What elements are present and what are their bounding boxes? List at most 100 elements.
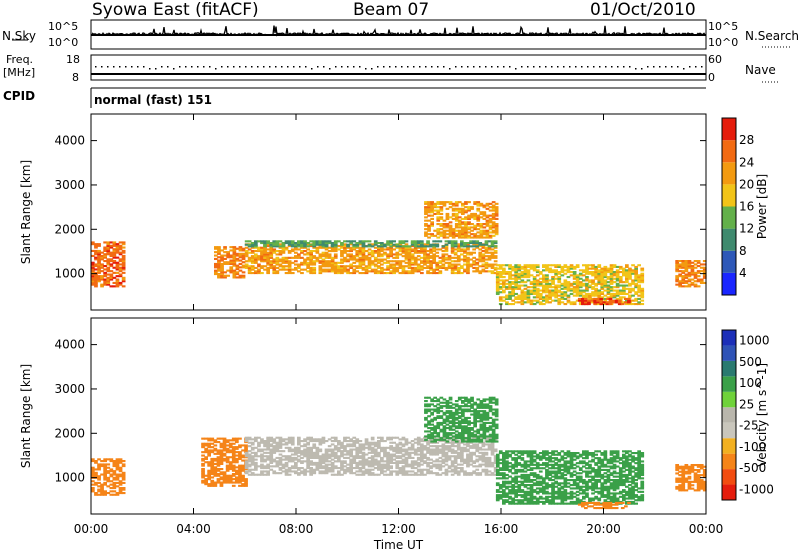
data-cell: [281, 266, 286, 269]
data-cell: [696, 275, 701, 278]
data-cell: [315, 250, 320, 253]
data-cell: [309, 455, 313, 458]
data-cell: [401, 246, 406, 249]
data-cell: [472, 470, 476, 473]
data-cell: [478, 255, 483, 258]
data-cell: [634, 276, 638, 279]
colorbar-segment: [722, 162, 736, 185]
data-cell: [235, 268, 240, 271]
data-cell: [491, 396, 496, 399]
data-cell: [554, 274, 558, 277]
data-cell: [207, 446, 211, 449]
data-cell: [281, 261, 286, 264]
data-cell: [358, 451, 363, 454]
data-cell: [358, 460, 363, 463]
data-cell: [94, 461, 98, 464]
data-cell: [634, 282, 638, 285]
data-cell: [569, 274, 574, 277]
data-cell: [609, 277, 614, 280]
data-cell: [481, 456, 486, 459]
data-cell: [337, 456, 341, 459]
data-cell: [340, 266, 344, 269]
data-cell: [210, 481, 215, 484]
data-cell: [290, 438, 295, 441]
data-cell: [275, 441, 280, 444]
data-cell: [247, 450, 252, 453]
data-cell: [532, 287, 537, 290]
data-cell: [588, 281, 592, 284]
data-cell: [389, 465, 393, 468]
data-cell: [287, 468, 292, 471]
data-cell: [625, 292, 629, 295]
data-cell: [453, 256, 458, 259]
freq-point: [431, 66, 433, 68]
data-cell: [352, 255, 357, 258]
data-cell: [625, 272, 629, 275]
data-cell: [451, 228, 456, 231]
data-cell: [467, 400, 471, 403]
data-cell: [454, 233, 459, 236]
data-cell: [554, 265, 558, 268]
data-cell: [482, 411, 487, 414]
data-cell: [520, 279, 525, 282]
data-cell: [401, 250, 406, 253]
data-cell: [327, 448, 332, 451]
y-tick-label: 1000: [54, 267, 85, 281]
data-cell: [358, 450, 363, 453]
freq-point: [281, 66, 283, 68]
data-cell: [529, 299, 534, 302]
data-cell: [352, 441, 357, 444]
data-cell: [436, 410, 441, 413]
data-cell: [118, 263, 123, 266]
data-cell: [478, 473, 483, 476]
data-cell: [427, 236, 431, 239]
data-cell: [476, 204, 481, 207]
data-cell: [340, 467, 344, 470]
data-cell: [460, 467, 464, 470]
data-cell: [482, 430, 487, 433]
data-cell: [420, 248, 424, 251]
data-cell: [450, 240, 455, 243]
data-cell: [693, 280, 698, 283]
data-cell: [493, 470, 498, 473]
data-cell: [241, 454, 245, 457]
data-cell: [557, 289, 562, 292]
data-cell: [448, 433, 453, 436]
y-tick-label: 2000: [54, 222, 85, 236]
data-cell: [100, 276, 104, 279]
data-cell: [275, 448, 280, 451]
data-cell: [436, 209, 441, 212]
data-cell: [456, 456, 461, 459]
data-cell: [315, 248, 320, 251]
data-cell: [275, 270, 280, 273]
data-cell: [219, 452, 224, 455]
data-cell: [470, 405, 474, 408]
data-cell: [263, 243, 267, 246]
data-cell: [488, 410, 493, 413]
data-cell: [346, 246, 350, 249]
data-cell: [260, 440, 264, 443]
data-cell: [272, 265, 277, 268]
data-cell: [404, 451, 409, 454]
data-cell: [461, 228, 465, 231]
data-cell: [597, 281, 602, 284]
data-cell: [430, 207, 434, 210]
data-cell: [103, 271, 107, 274]
data-cell: [493, 245, 498, 248]
data-cell: [303, 245, 307, 248]
data-cell: [478, 451, 483, 454]
data-cell: [467, 217, 471, 220]
data-cell: [222, 444, 227, 447]
data-cell: [551, 281, 555, 284]
data-cell: [306, 263, 310, 266]
data-cell: [423, 256, 427, 259]
data-cell: [505, 499, 509, 502]
data-cell: [423, 260, 427, 263]
data-cell: [454, 226, 459, 229]
data-cell: [476, 430, 481, 433]
data-cell: [444, 453, 449, 456]
data-cell: [386, 467, 390, 470]
data-cell: [324, 455, 329, 458]
data-cell: [100, 492, 104, 495]
data-cell: [470, 233, 474, 236]
